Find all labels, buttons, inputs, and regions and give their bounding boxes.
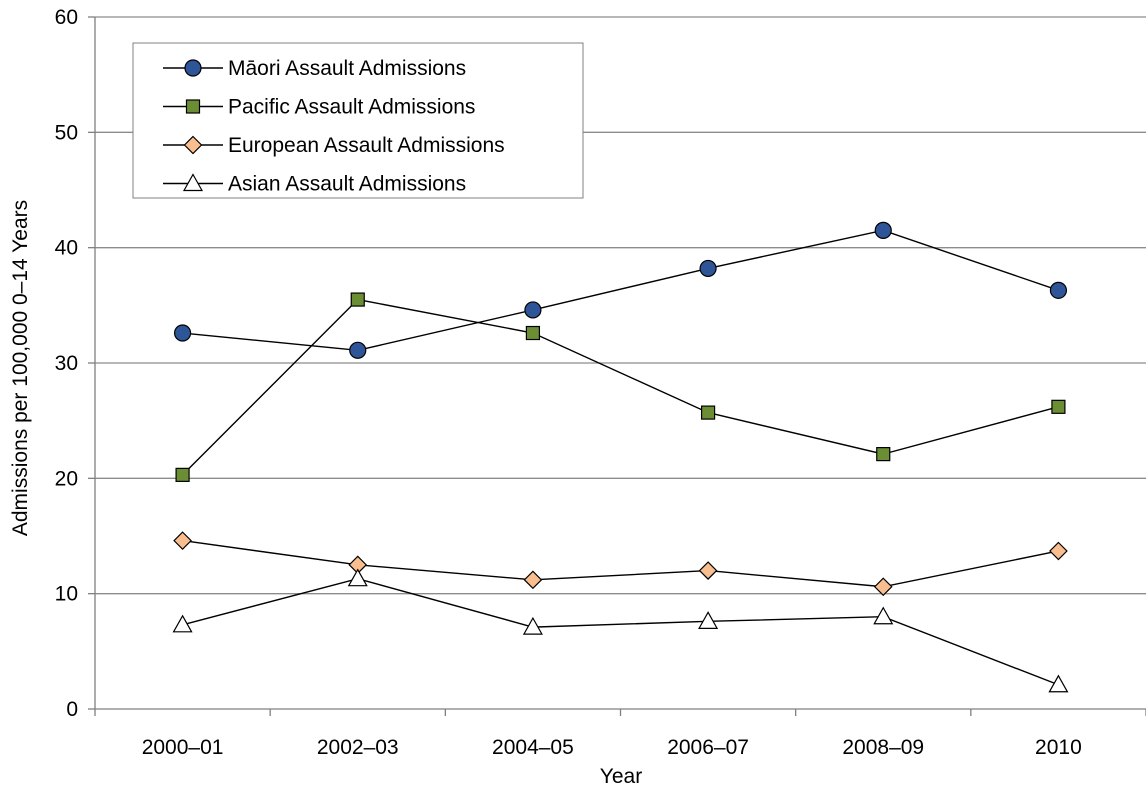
- data-point: [1049, 541, 1068, 561]
- legend-items: Māori Assault Admissions Pacific Assault …: [163, 57, 505, 196]
- data-point: [698, 611, 719, 629]
- y-tick-label: 20: [55, 467, 78, 490]
- series-line: [182, 229, 1059, 352]
- series-4: [172, 568, 1069, 693]
- y-tick-label: 10: [55, 583, 78, 606]
- legend-item: European Assault Admissions: [163, 134, 505, 157]
- data-point: [873, 606, 894, 625]
- series-2: [175, 292, 1066, 482]
- legend-label: Māori Assault Admissions: [228, 57, 466, 80]
- legend-label: Asian Assault Admissions: [228, 173, 466, 196]
- data-point: [173, 531, 192, 550]
- legend-label: European Assault Admissions: [228, 134, 505, 157]
- data-point: [873, 577, 893, 597]
- data-point: [1048, 674, 1069, 693]
- legend-marker: [184, 59, 202, 77]
- data-point: [523, 570, 543, 590]
- data-point: [349, 341, 367, 359]
- y-tick-label: 40: [55, 237, 78, 260]
- series-line: [182, 539, 1059, 588]
- data-point: [699, 259, 717, 278]
- series-line: [182, 298, 1059, 476]
- legend-label: Pacific Assault Admissions: [228, 96, 475, 119]
- tick-labels: 0 10 20 30 40 50 60 2000–01 2002–03 2004–05 2006–0…: [55, 6, 1082, 759]
- series-line: [182, 577, 1059, 686]
- legend-marker: [182, 173, 204, 192]
- legend-box: [132, 42, 584, 199]
- data-point: [175, 467, 190, 482]
- data-point: [522, 616, 543, 635]
- y-axis-title: Admissions per 100,000 0–14 Years: [9, 200, 32, 536]
- data-point: [525, 325, 541, 341]
- data-point: [1049, 281, 1068, 299]
- y-tick-label: 60: [55, 6, 78, 29]
- data-point: [524, 301, 542, 319]
- y-tick-label: 30: [55, 352, 78, 375]
- data-point: [347, 568, 368, 587]
- series-layer: [172, 221, 1069, 693]
- data-point: [698, 561, 718, 580]
- x-axis-title: Year: [600, 765, 642, 787]
- data-point: [1051, 399, 1066, 414]
- data-point: [874, 221, 892, 239]
- legend-item: Māori Assault Admissions: [163, 57, 466, 80]
- data-point: [876, 447, 891, 462]
- y-tick-label: 0: [66, 698, 78, 721]
- data-point: [173, 324, 192, 342]
- legend-marker: [185, 99, 201, 114]
- legend-item: Asian Assault Admissions: [163, 173, 466, 196]
- x-tick-label: 2010: [1035, 736, 1082, 759]
- series-1: [173, 221, 1068, 359]
- x-tick-label: 2000–01: [142, 736, 224, 759]
- legend-item: Pacific Assault Admissions: [163, 96, 475, 119]
- axes: [88, 16, 1146, 716]
- legend: Māori Assault Admissions Pacific Assault …: [132, 42, 584, 199]
- y-tick-label: 50: [55, 121, 78, 144]
- data-point: [700, 405, 716, 420]
- x-tick-label: 2002–03: [317, 736, 399, 759]
- series-3: [173, 531, 1068, 597]
- legend-marker: [183, 135, 203, 155]
- data-point: [172, 614, 193, 633]
- x-tick-label: 2006–07: [667, 736, 749, 759]
- x-tick-label: 2008–09: [842, 736, 924, 759]
- x-tick-label: 2004–05: [492, 736, 574, 759]
- data-point: [350, 292, 365, 307]
